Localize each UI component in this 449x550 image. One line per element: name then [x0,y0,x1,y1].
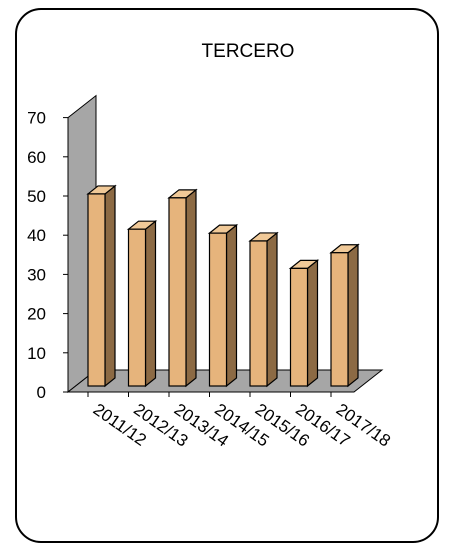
bar-front [249,240,268,387]
bar-side [347,243,359,388]
bar-side [104,184,116,388]
bar [207,223,239,388]
bar-front [168,197,187,387]
bar-side [144,219,157,388]
bar [86,184,117,388]
bar [288,259,320,388]
bar-side [306,259,319,388]
bar-front [289,267,309,387]
chart-title: TERCERO [202,41,295,62]
bar-front [208,232,228,387]
bar [329,243,360,388]
y-axis-ticks: 0 10 20 30 40 50 60 70 [27,109,68,402]
y-tick-label: 30 [27,265,46,284]
y-tick-label: 50 [27,187,46,206]
y-tick-label: 10 [27,344,46,363]
bar-front [330,252,349,387]
bar [126,219,158,388]
bar-front [127,228,147,387]
bar-front [87,193,106,387]
bar-side [266,231,278,388]
y-tick-label: 0 [37,383,46,402]
y-tick-label: 20 [27,305,46,324]
bar-side [225,223,238,388]
x-axis-ticks: 2011/122012/132013/142014/152015/162016/… [87,392,394,451]
y-tick-label: 60 [27,148,46,167]
bar-side [185,188,197,388]
y-tick-label: 70 [27,109,46,128]
y-tick-label: 40 [27,226,46,245]
bars [86,184,360,388]
bar [167,188,198,388]
bar [248,231,279,388]
